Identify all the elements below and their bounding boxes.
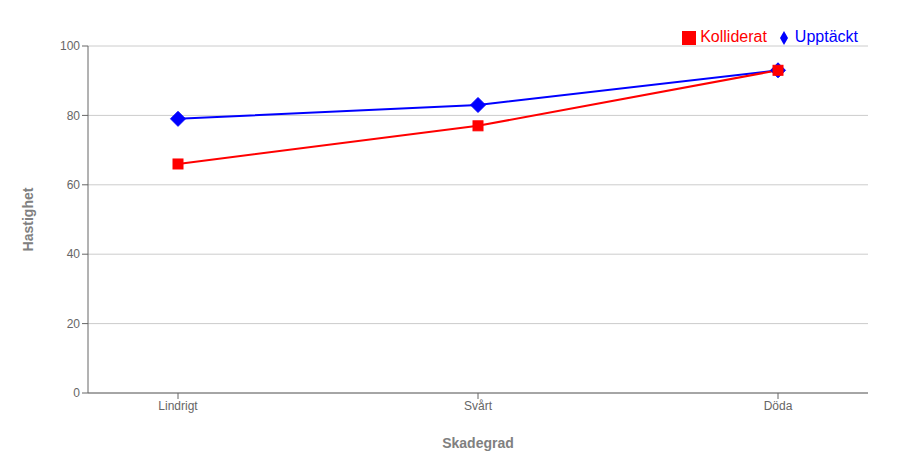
svg-text:Svårt: Svårt [464, 399, 493, 413]
svg-text:Döda: Döda [764, 399, 793, 413]
svg-text:60: 60 [67, 178, 81, 192]
svg-text:Skadegrad: Skadegrad [442, 435, 514, 451]
svg-text:0: 0 [73, 386, 80, 400]
html-text:Kolliderat: Kolliderat [700, 28, 767, 45]
svg-text:40: 40 [67, 247, 81, 261]
svg-text:Hastighet: Hastighet [20, 187, 36, 251]
svg-text:Lindrigt: Lindrigt [158, 399, 198, 413]
svg-text:20: 20 [67, 317, 81, 331]
svg-text:100: 100 [60, 39, 80, 53]
svg-text:80: 80 [67, 109, 81, 123]
html-text:Upptäckt: Upptäckt [794, 28, 858, 45]
